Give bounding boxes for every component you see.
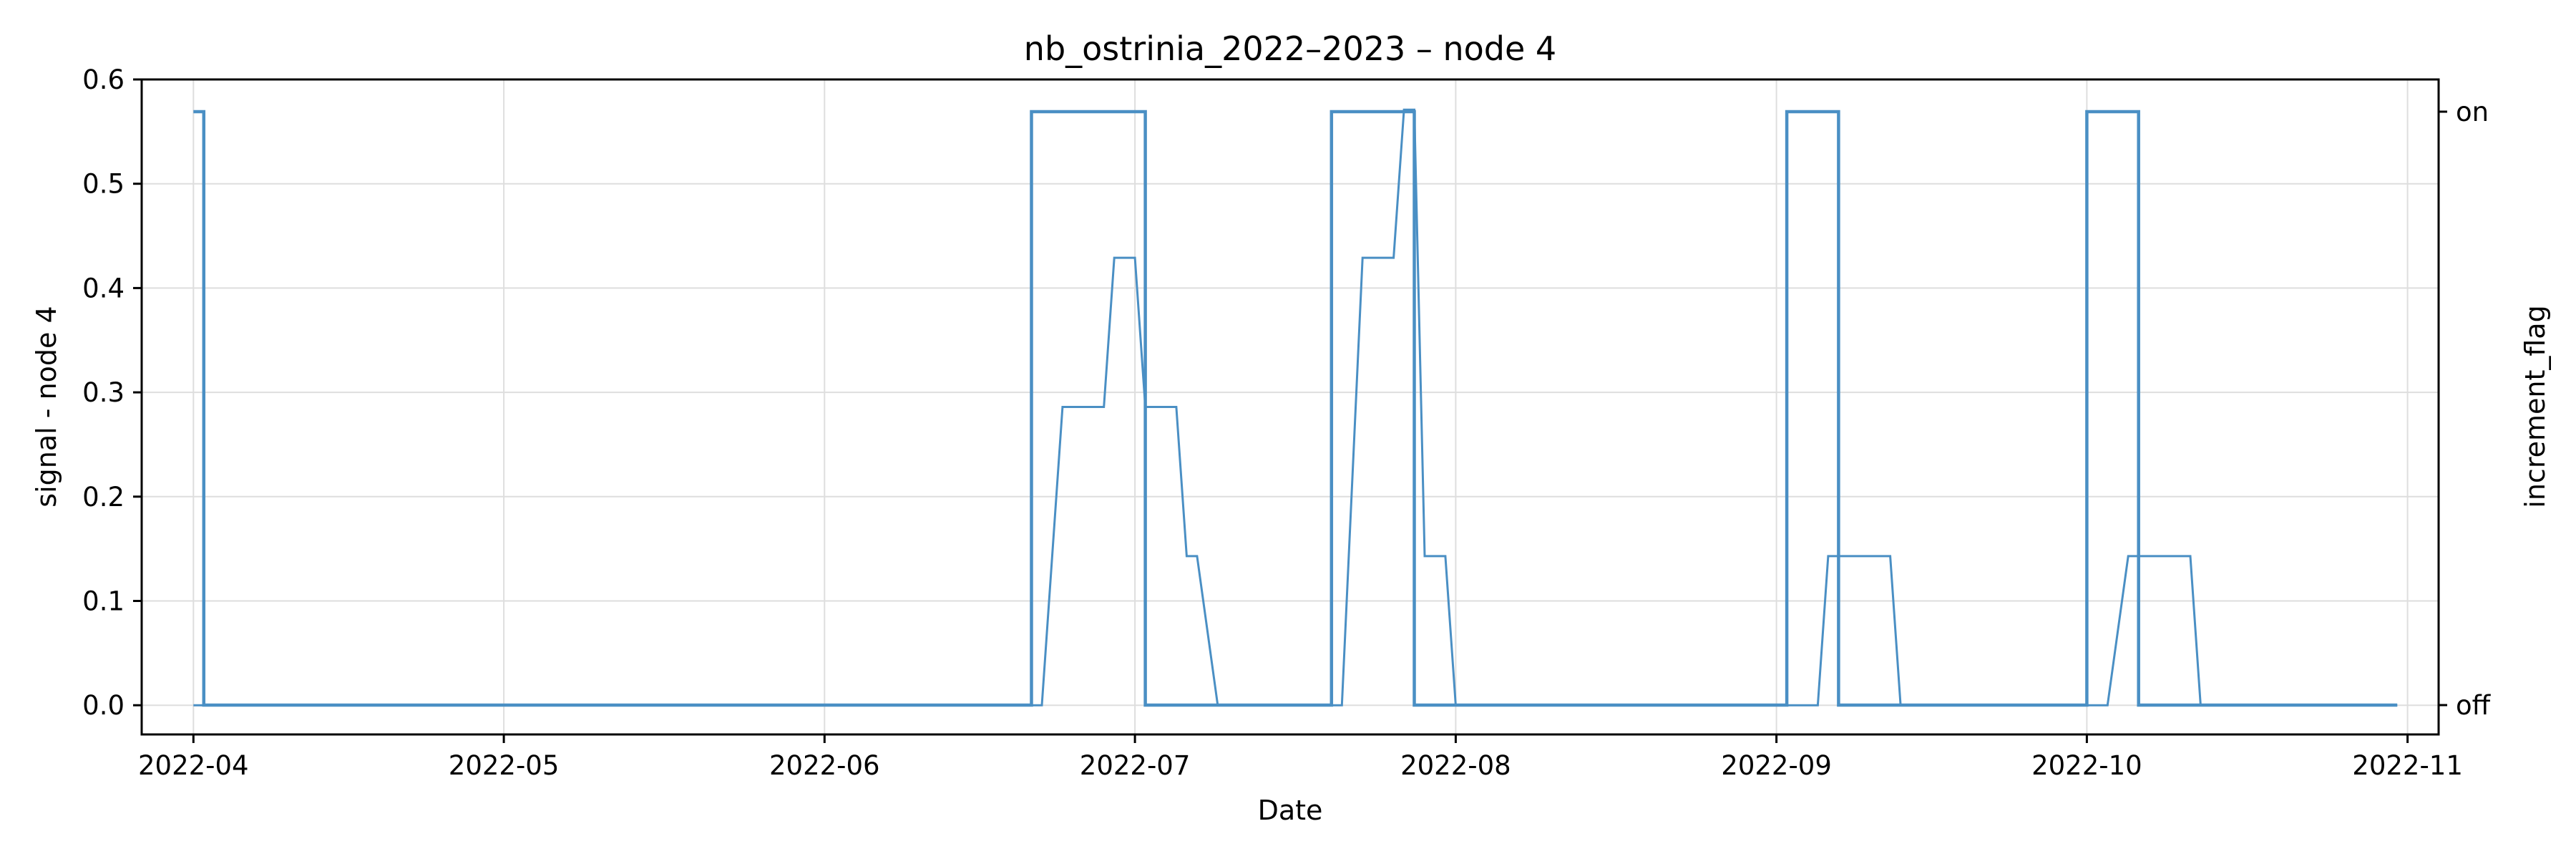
increment-flag-line (193, 110, 2398, 707)
x-axis-label: Date (1258, 795, 1323, 826)
x-tick-label: 2022-07 (1080, 750, 1191, 781)
ticks: 2022-04 2022-05 2022-06 2022-07 2022-08 2022-… (82, 64, 2491, 781)
x-tick-label: 2022-06 (769, 750, 880, 781)
x-tick-label: 2022-04 (138, 750, 249, 781)
signal-line (193, 108, 2398, 707)
grid (142, 79, 2439, 734)
x-tick-label: 2022-05 (449, 750, 560, 781)
y2-tick-label: off (2456, 690, 2492, 721)
y-tick-label: 0.3 (82, 377, 125, 408)
x-tick-label: 2022-09 (1721, 750, 1832, 781)
y-tick-label: 0.2 (82, 482, 125, 513)
plot-frame (140, 78, 2440, 736)
series-layer (193, 108, 2398, 707)
y-tick-label: 0.0 (82, 690, 125, 721)
y-tick-label: 0.1 (82, 586, 125, 617)
x-tick-label: 2022-08 (1400, 750, 1511, 781)
y-tick-label: 0.4 (82, 273, 125, 304)
y-tick-label: 0.5 (82, 169, 125, 200)
chart-title: nb_ostrinia_2022–2023 – node 4 (1024, 29, 1556, 68)
x-tick-label: 2022-10 (2031, 750, 2142, 781)
x-tick-label: 2022-11 (2352, 750, 2463, 781)
y-axis-label: signal - node 4 (31, 306, 62, 507)
y2-axis-label: increment_flag (2519, 305, 2551, 508)
y-tick-label: 0.6 (82, 64, 125, 95)
y2-tick-label: on (2456, 97, 2489, 127)
